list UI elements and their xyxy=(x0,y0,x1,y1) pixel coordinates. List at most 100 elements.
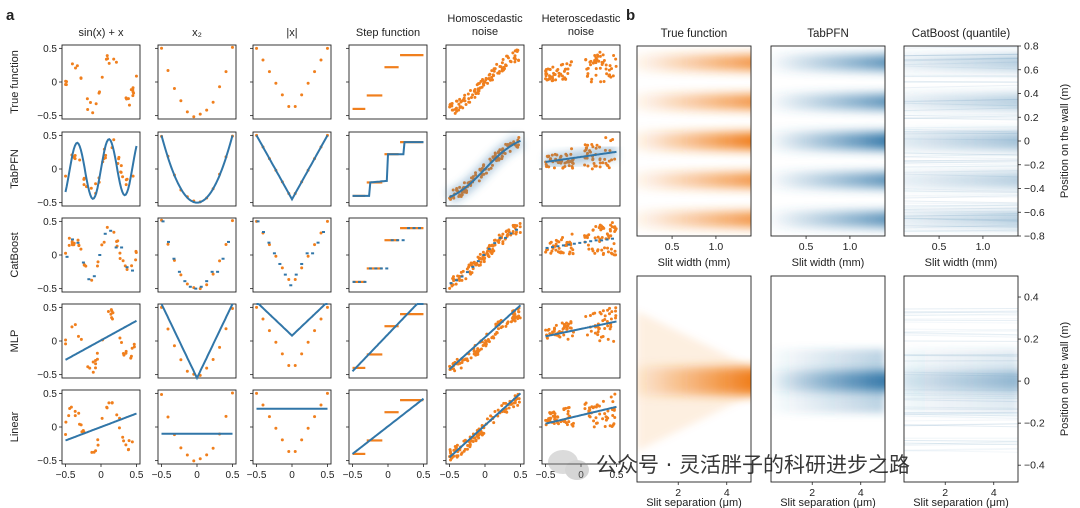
data-point xyxy=(261,58,265,62)
data-point xyxy=(565,327,569,331)
data-point xyxy=(455,455,459,459)
data-point xyxy=(592,419,596,423)
data-point xyxy=(552,73,556,77)
noise-line xyxy=(904,61,1018,66)
noise-line xyxy=(904,399,1018,403)
data-point xyxy=(451,276,455,280)
noise-line xyxy=(904,117,1018,121)
data-point xyxy=(287,104,291,108)
y-tick-label: −0.5 xyxy=(37,198,57,209)
data-point xyxy=(76,238,80,242)
data-point xyxy=(501,57,505,61)
heatmap-frame xyxy=(903,275,1019,483)
intensity-band xyxy=(771,172,885,189)
subplot-linear-homo: −0.5 0 0.5 xyxy=(440,389,528,481)
data-point xyxy=(104,153,108,157)
noise-line xyxy=(904,115,1018,119)
y-tick-label: 0.5 xyxy=(43,44,57,55)
data-point xyxy=(569,246,573,250)
data-point xyxy=(499,65,503,69)
data-point xyxy=(319,231,323,235)
data-point xyxy=(487,255,491,259)
data-point xyxy=(74,66,78,70)
data-point xyxy=(516,403,520,407)
data-point xyxy=(73,409,77,413)
data-point xyxy=(274,340,278,344)
data-point xyxy=(507,406,511,410)
data-point xyxy=(613,225,617,229)
data-point xyxy=(557,240,561,244)
noise-line xyxy=(904,207,1018,210)
y-tick-label: 0.6 xyxy=(1024,64,1039,76)
data-point xyxy=(493,67,497,71)
data-point xyxy=(475,434,479,438)
row-label: CatBoost xyxy=(9,232,21,277)
y-tick-label: 0.5 xyxy=(43,303,57,314)
data-point xyxy=(509,320,513,324)
data-point xyxy=(554,78,558,82)
noise-line xyxy=(904,224,1018,229)
data-point xyxy=(460,361,464,365)
data-point xyxy=(611,400,615,404)
data-point xyxy=(67,414,71,418)
data-point xyxy=(606,308,610,312)
data-point xyxy=(313,243,317,247)
data-point xyxy=(565,62,569,66)
noise-line xyxy=(904,447,1018,451)
subplot-mlp-hetero xyxy=(539,303,621,379)
data-point xyxy=(64,79,68,83)
row-label: MLP xyxy=(9,330,21,353)
data-point xyxy=(293,363,297,367)
data-point xyxy=(280,266,284,270)
data-point xyxy=(601,309,605,313)
data-point xyxy=(166,69,170,73)
data-point xyxy=(70,325,74,329)
axes-frame xyxy=(157,44,237,120)
y-tick-label: 0 xyxy=(1024,136,1030,148)
noise-line xyxy=(904,53,1018,57)
y-tick-label: −0.5 xyxy=(37,284,57,295)
data-point xyxy=(609,395,613,399)
data-point xyxy=(480,433,484,437)
data-point xyxy=(185,110,189,114)
noise-line xyxy=(904,117,1018,120)
data-point xyxy=(127,439,131,443)
data-point xyxy=(90,278,94,282)
data-point xyxy=(594,224,598,228)
data-point xyxy=(132,345,136,349)
subplot-true-function-hetero xyxy=(539,44,621,120)
data-point xyxy=(609,75,613,79)
x-tick-label: −0.5 xyxy=(536,470,556,481)
data-point xyxy=(75,64,79,68)
data-point xyxy=(593,53,597,57)
data-point xyxy=(598,50,602,54)
y-tick-label: 0.5 xyxy=(43,131,57,142)
intensity-band xyxy=(904,54,1018,71)
data-point xyxy=(609,223,613,227)
data-point xyxy=(489,414,493,418)
y-tick-label: 0 xyxy=(51,78,57,89)
y-tick-label: 0.2 xyxy=(1024,112,1039,124)
data-point xyxy=(115,413,119,417)
data-point xyxy=(82,183,86,187)
data-point xyxy=(100,416,104,420)
data-point xyxy=(97,90,101,94)
x-tick-label: 2 xyxy=(675,487,681,499)
data-point xyxy=(110,401,114,405)
data-point xyxy=(479,79,483,83)
data-point xyxy=(548,416,552,420)
prediction-line xyxy=(65,412,137,442)
data-point xyxy=(518,221,522,225)
data-point xyxy=(600,236,604,240)
data-point xyxy=(548,241,552,245)
data-point xyxy=(501,242,505,246)
data-point xyxy=(601,319,605,323)
x-axis-label: Slit width (mm) xyxy=(658,257,731,269)
data-point xyxy=(95,264,99,268)
noise-line xyxy=(904,332,1018,336)
data-point xyxy=(497,71,501,75)
prediction-line xyxy=(351,303,424,372)
x-tick-label: −0.5 xyxy=(152,470,172,481)
heatmap-column-title: CatBoost (quantile) xyxy=(912,28,1011,40)
